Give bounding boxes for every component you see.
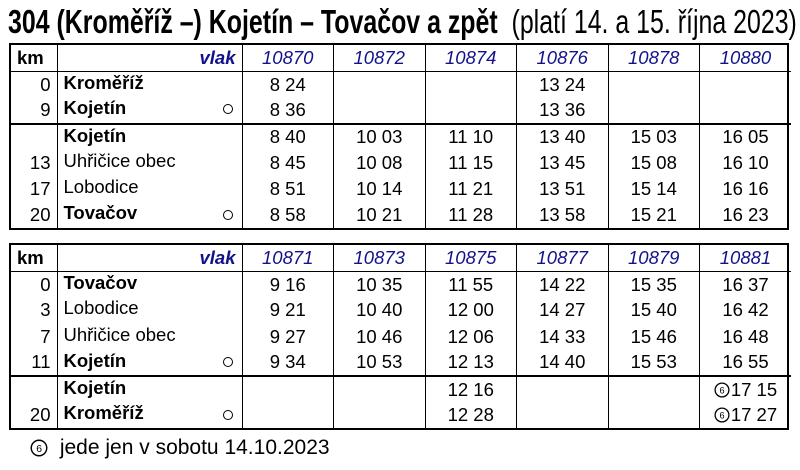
svg-text:6: 6 bbox=[719, 385, 724, 395]
svg-text:6: 6 bbox=[36, 444, 42, 455]
svg-text:6: 6 bbox=[719, 411, 724, 421]
